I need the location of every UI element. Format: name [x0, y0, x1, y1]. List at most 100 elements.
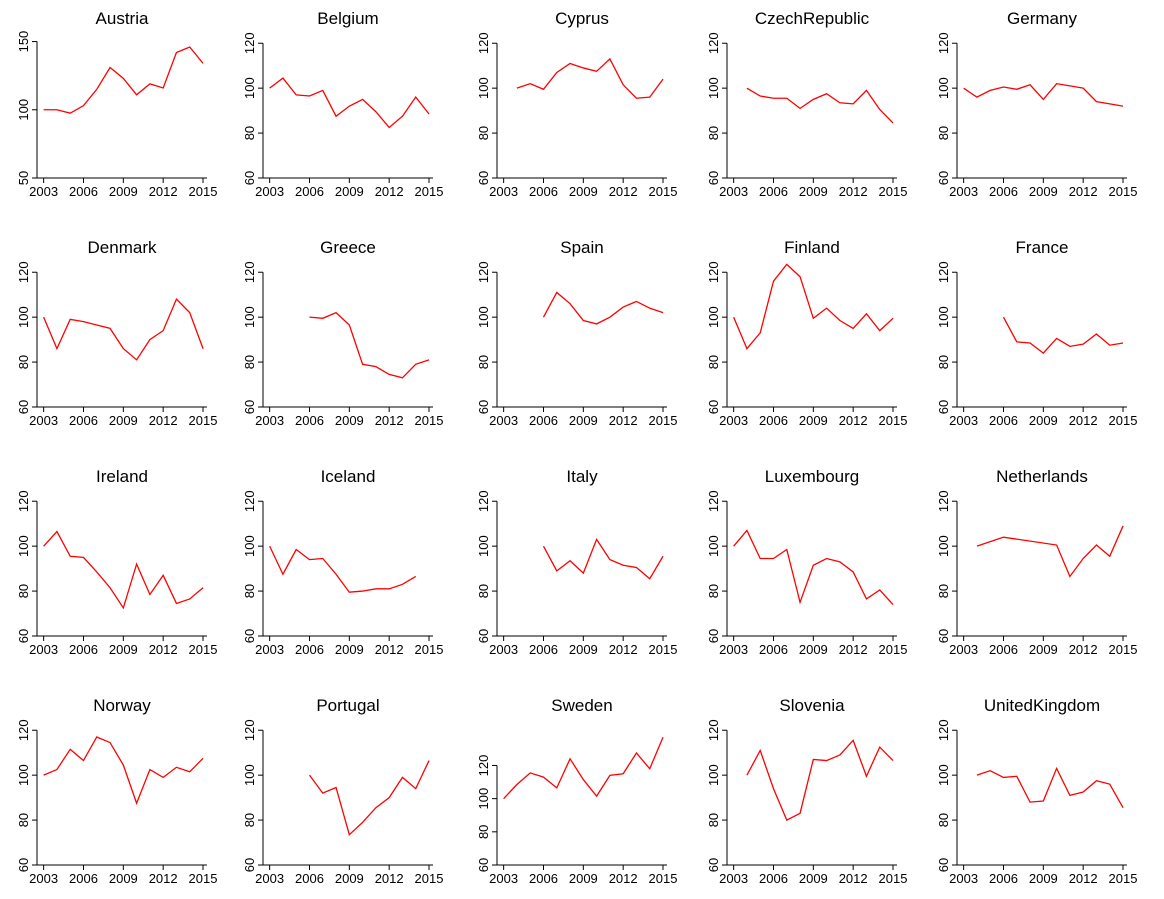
x-tick-label: 2006: [989, 413, 1018, 428]
series-line: [516, 57, 664, 99]
x-tick-label: 2012: [839, 642, 868, 657]
y-tick-label: 100: [936, 764, 951, 786]
y-tick-label: 80: [16, 813, 31, 827]
panel-title: Cyprus: [555, 9, 609, 28]
x-tick-label: 2006: [989, 871, 1018, 886]
x-tick-label: 2009: [109, 413, 138, 428]
y-tick-label: 100: [706, 306, 721, 328]
x-tick-label: 2003: [719, 871, 748, 886]
x-tick-label: 2006: [529, 184, 558, 199]
x-tick-label: 2003: [949, 184, 978, 199]
y-tick-label: 80: [16, 355, 31, 369]
panel-title: Norway: [93, 696, 151, 715]
x-tick-label: 2012: [839, 871, 868, 886]
x-tick-label: 2003: [719, 642, 748, 657]
x-tick-label: 2003: [29, 642, 58, 657]
y-tick-label: 60: [936, 171, 951, 185]
series-line: [963, 82, 1124, 107]
x-tick-label: 2015: [189, 413, 218, 428]
x-tick-label: 2003: [255, 871, 284, 886]
y-tick-label: 100: [706, 77, 721, 99]
y-tick-label: 120: [706, 261, 721, 283]
panel-title: CzechRepublic: [755, 9, 870, 28]
y-tick-label: 60: [242, 629, 257, 643]
series-line: [976, 766, 1124, 809]
y-tick-label: 120: [476, 755, 491, 777]
x-tick-label: 2006: [295, 184, 324, 199]
y-tick-label: 80: [476, 126, 491, 140]
y-tick-label: 60: [476, 171, 491, 185]
x-tick-label: 2003: [949, 413, 978, 428]
y-tick-label: 80: [936, 126, 951, 140]
series-line: [542, 538, 664, 580]
series-line: [976, 525, 1124, 578]
x-tick-label: 2003: [489, 184, 518, 199]
x-tick-label: 2006: [69, 871, 98, 886]
x-tick-label: 2015: [415, 871, 444, 886]
y-tick-label: 80: [242, 584, 257, 598]
x-tick-label: 2006: [759, 413, 788, 428]
panel-title: France: [1016, 238, 1069, 257]
y-tick-label: 100: [242, 306, 257, 328]
x-tick-label: 2009: [335, 413, 364, 428]
y-tick-label: 100: [476, 535, 491, 557]
x-tick-label: 2012: [1069, 642, 1098, 657]
x-tick-label: 2015: [415, 642, 444, 657]
x-tick-label: 2006: [529, 642, 558, 657]
y-tick-label: 80: [242, 813, 257, 827]
y-tick-label: 60: [706, 858, 721, 872]
y-tick-label: 120: [242, 32, 257, 54]
y-tick-label: 120: [936, 490, 951, 512]
series-line: [43, 46, 204, 114]
x-tick-label: 2015: [649, 184, 678, 199]
y-tick-label: 120: [706, 490, 721, 512]
y-tick-label: 120: [16, 261, 31, 283]
series-line: [1002, 316, 1124, 354]
y-tick-label: 120: [936, 719, 951, 741]
panel-title: Iceland: [321, 467, 376, 486]
x-tick-label: 2012: [149, 413, 178, 428]
y-tick-label: 100: [242, 77, 257, 99]
x-tick-label: 2015: [649, 642, 678, 657]
x-tick-label: 2015: [189, 184, 218, 199]
panel-title: Belgium: [317, 9, 378, 28]
y-tick-label: 100: [936, 306, 951, 328]
x-tick-label: 2009: [1029, 184, 1058, 199]
y-tick-label: 60: [936, 400, 951, 414]
x-tick-label: 2015: [649, 413, 678, 428]
y-tick-label: 150: [16, 31, 31, 53]
x-tick-label: 2003: [29, 184, 58, 199]
y-tick-label: 100: [476, 77, 491, 99]
x-tick-label: 2012: [1069, 871, 1098, 886]
x-tick-label: 2009: [335, 184, 364, 199]
y-tick-label: 60: [476, 858, 491, 872]
y-tick-label: 120: [242, 490, 257, 512]
x-tick-label: 2006: [529, 413, 558, 428]
x-tick-label: 2012: [1069, 413, 1098, 428]
x-tick-label: 2003: [489, 642, 518, 657]
series-line: [43, 530, 204, 610]
y-tick-label: 120: [706, 32, 721, 54]
series-line: [308, 760, 430, 836]
x-tick-label: 2015: [415, 413, 444, 428]
y-tick-label: 120: [16, 719, 31, 741]
x-tick-label: 2003: [255, 184, 284, 199]
y-tick-label: 80: [476, 584, 491, 598]
y-tick-label: 100: [16, 99, 31, 121]
x-tick-label: 2006: [759, 871, 788, 886]
y-tick-label: 120: [476, 261, 491, 283]
x-tick-label: 2012: [839, 184, 868, 199]
series-line: [269, 77, 430, 129]
x-tick-label: 2015: [649, 871, 678, 886]
x-tick-label: 2009: [799, 871, 828, 886]
y-tick-label: 120: [16, 490, 31, 512]
x-tick-label: 2009: [1029, 871, 1058, 886]
y-tick-label: 60: [706, 171, 721, 185]
y-tick-label: 100: [16, 535, 31, 557]
x-tick-label: 2009: [1029, 413, 1058, 428]
y-tick-label: 60: [242, 171, 257, 185]
y-tick-label: 60: [16, 629, 31, 643]
panel-title: Spain: [560, 238, 603, 257]
x-tick-label: 2009: [799, 413, 828, 428]
